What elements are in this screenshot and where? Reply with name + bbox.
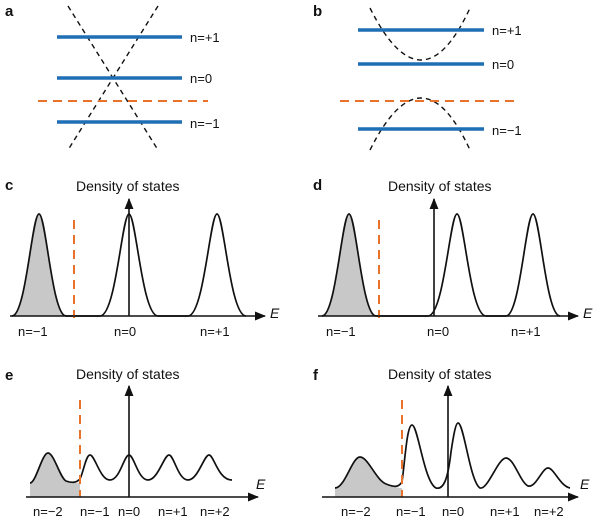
panel-a-letter: a [5,3,14,20]
level-label: n=0 [492,57,514,72]
energy-axis-label: E [256,476,266,492]
tick-label: n=+2 [200,504,230,519]
tick-label: n=−1 [396,504,426,519]
dos-title: Density of states [76,178,180,194]
tick-label: n=−1 [326,324,356,339]
level-label: n=+1 [492,23,522,38]
dos-curve [334,422,571,489]
panel-d: d Density of states E n=−1 n=0 n=+1 [313,177,593,339]
panel-e-letter: e [5,367,13,384]
tick-label: n=+1 [490,504,520,519]
panel-b: b n=+1 n=0 n=−1 [313,3,522,151]
panel-a: a n=+1 n=0 n=−1 [5,3,220,151]
energy-axis-label: E [580,476,590,492]
conduction-band-curve [369,7,471,61]
dos-curve [321,213,561,317]
tick-label: n=−1 [18,324,48,339]
tick-label: n=+1 [511,324,541,339]
level-label: n=−1 [492,123,522,138]
panel-b-letter: b [313,3,322,20]
tick-label: n=−2 [341,504,371,519]
tick-label: n=−2 [33,504,63,519]
filled-peak-shading [12,214,66,316]
dos-title: Density of states [76,366,180,382]
dos-curve [29,452,233,484]
tick-label: n=0 [442,504,464,519]
panel-f-letter: f [313,367,319,384]
level-label: n=−1 [190,116,220,131]
panel-c-letter: c [5,177,13,194]
dos-title: Density of states [388,366,492,382]
panel-c: c Density of states E n=−1 n=0 n=+1 [5,177,280,339]
filled-peak-shading [30,453,80,497]
level-label: n=+1 [190,30,220,45]
level-label: n=0 [190,71,212,86]
valence-band-curve [369,97,471,151]
panel-e: e Density of states E n=−2 n=−1 n=0 n=+1… [5,366,266,519]
filled-peak-shading [322,214,376,316]
dos-title: Density of states [388,178,492,194]
tick-label: n=0 [118,504,140,519]
tick-label: n=+2 [534,504,564,519]
tick-label: n=0 [114,324,136,339]
tick-label: n=−1 [80,504,110,519]
energy-axis-label: E [270,305,280,321]
tick-label: n=0 [427,324,449,339]
panel-f: f Density of states E n=−2 n=−1 n=0 n=+1… [313,366,590,519]
dos-curve [11,213,247,317]
energy-axis-label: E [583,305,593,321]
panel-d-letter: d [313,177,322,194]
tick-label: n=+1 [200,324,230,339]
tick-label: n=+1 [158,504,188,519]
